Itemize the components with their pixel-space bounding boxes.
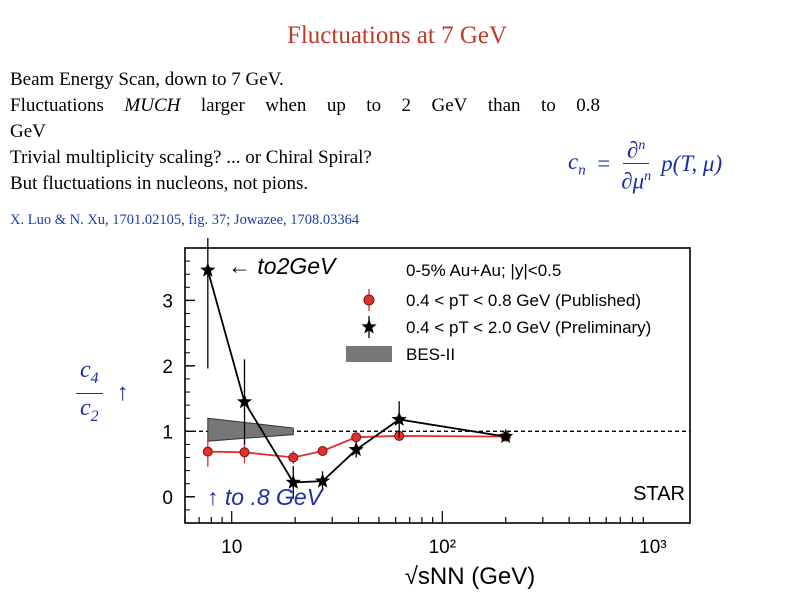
word: 2: [401, 95, 412, 116]
annotation-to-2gev: ← to2GeV: [228, 253, 338, 279]
bes-ii-band: [207, 417, 294, 442]
body-text: Beam Energy Scan, down to 7 GeV. Fluctua…: [10, 67, 610, 197]
y-tick-label: 2: [162, 357, 173, 378]
star-watermark: STAR: [633, 483, 685, 505]
word: 0.8: [576, 95, 600, 116]
body-line-4: Trivial multiplicity scaling? ... or Chi…: [10, 147, 372, 168]
data-point-star: [498, 428, 514, 443]
x-tick-label: 10²: [429, 537, 456, 558]
word: to: [366, 95, 382, 116]
data-point-circle: [351, 432, 362, 443]
slide-title: Fluctuations at 7 GeV: [286, 22, 508, 49]
legend-label: 0.4 < pT < 2.0 GeV (Preliminary): [406, 318, 651, 337]
x-tick-label: 10³: [639, 537, 666, 558]
formula-equals: =: [595, 151, 612, 177]
cumulant-ratio-label: c4 c2 ↑: [70, 356, 129, 431]
data-point-star: [348, 441, 364, 457]
word: Fluctuations: [10, 95, 104, 116]
legend-header: 0-5% Au+Au; |y|<0.5: [406, 261, 561, 280]
data-point-star: [200, 262, 216, 277]
legend-label: BES-II: [406, 345, 455, 364]
ratio-fraction: c4 c2: [76, 356, 103, 431]
cumulant-formula: cn = ∂n ∂μn p(T, μ): [568, 134, 722, 194]
data-point-star: [236, 393, 253, 409]
annotation-to-0-8gev: ↑ to .8 GeV: [207, 484, 325, 510]
word: when: [265, 95, 307, 116]
legend-marker-circle: [363, 294, 375, 306]
formula-lhs: cn: [568, 148, 586, 179]
body-line-1: Beam Energy Scan, down to 7 GeV.: [10, 69, 284, 90]
data-point-star: [315, 473, 331, 488]
data-point-circle: [288, 452, 299, 463]
x-axis-label: √sNN (GeV): [405, 563, 536, 590]
word: GeV: [431, 95, 468, 116]
plot-frame: [184, 247, 691, 524]
data-point-circle: [317, 445, 328, 456]
word: up: [326, 95, 346, 116]
word-emphasis: MUCH: [124, 95, 181, 116]
legend-marker-star: [361, 319, 377, 334]
data-point-star: [391, 411, 407, 426]
data-point-circle: [202, 446, 213, 457]
body-line-3: GeV: [10, 121, 46, 142]
y-tick-label: 1: [162, 422, 173, 443]
x-tick-label: 10: [221, 537, 242, 558]
formula-rhs: p(T, μ): [661, 151, 723, 177]
word: larger: [200, 95, 245, 116]
formula-derivative: ∂n ∂μn: [617, 134, 655, 194]
y-tick-label: 0: [162, 488, 173, 509]
word: to: [541, 95, 556, 116]
body-line-2: Fluctuations MUCH larger when up to 2 Ge…: [10, 93, 600, 119]
legend-label: 0.4 < pT < 0.8 GeV (Published): [406, 291, 641, 310]
data-point-star: [285, 474, 301, 489]
word: than: [487, 95, 521, 116]
up-arrow-icon: ↑: [116, 379, 129, 406]
data-point-circle: [239, 447, 250, 458]
body-line-5: But fluctuations in nucleons, not pions.: [10, 173, 309, 194]
y-tick-label: 3: [162, 291, 173, 312]
legend-marker-band: [346, 346, 392, 362]
kurtosis-plot: 0 1 2 3 10 10² 10³ 0-5% Au+Au; |y|<0.5 0.4 < pT…: [162, 238, 691, 590]
reference-citation: X. Luo & N. Xu, 1701.02105, fig. 37; Jow…: [10, 212, 360, 228]
